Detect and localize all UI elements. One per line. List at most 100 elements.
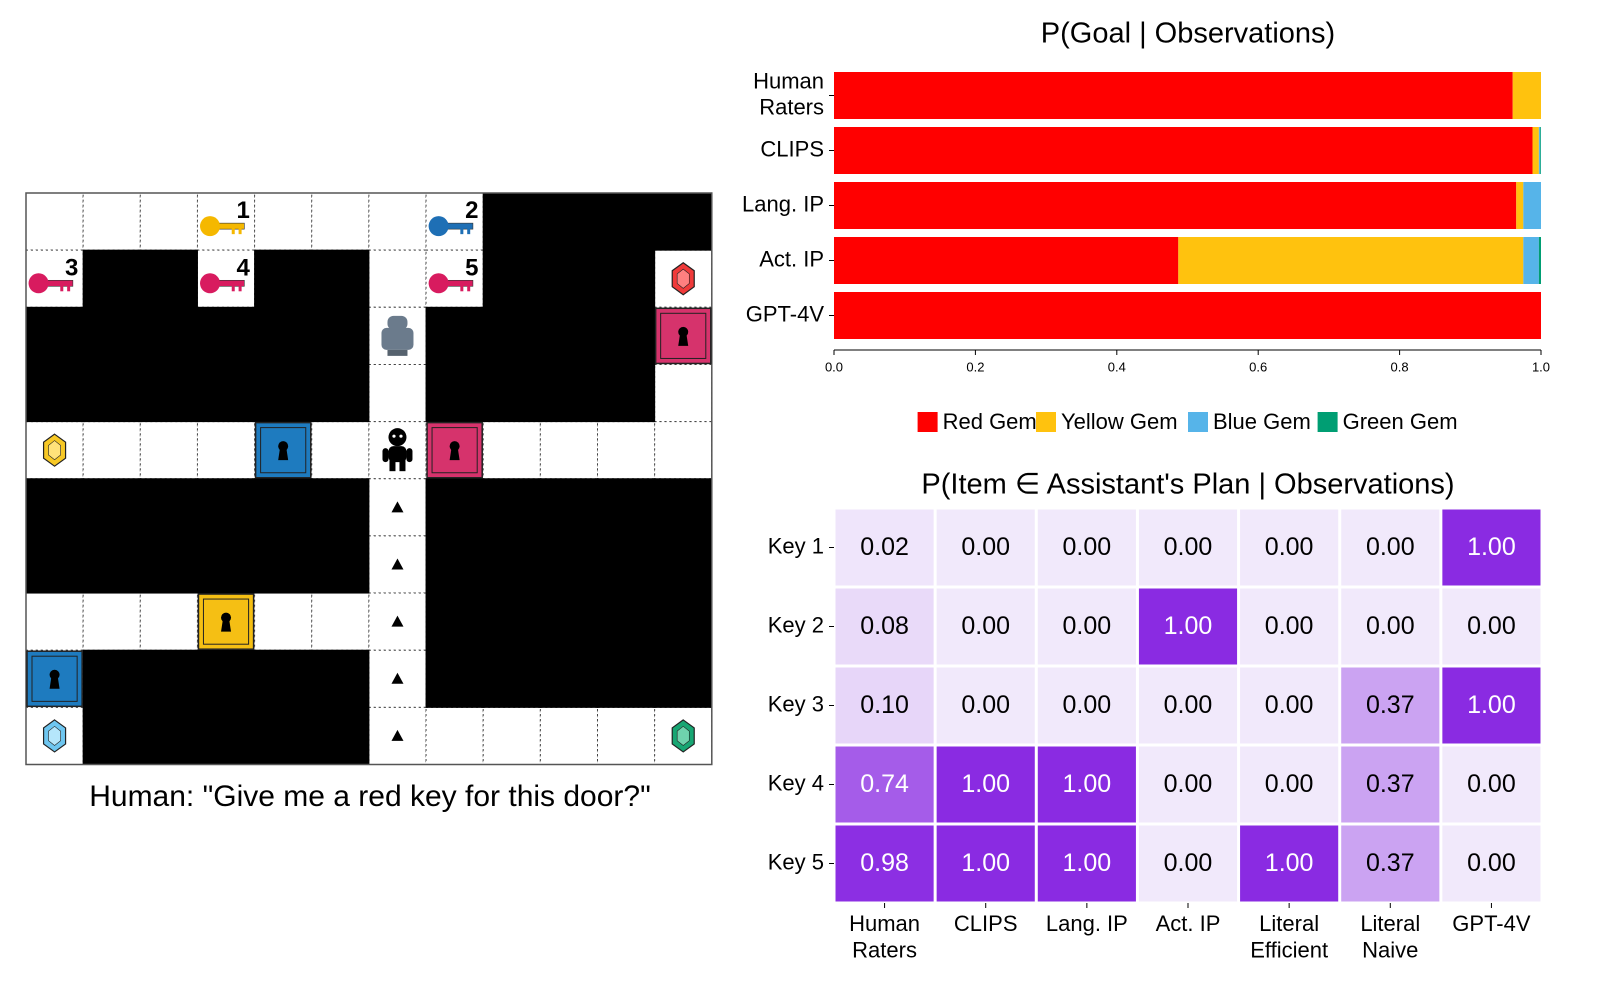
key-head	[200, 216, 221, 237]
heatmap-cell	[1037, 667, 1136, 744]
wall-cell	[139, 363, 198, 423]
door-inner	[31, 655, 78, 702]
wall-cell	[311, 249, 370, 308]
key-tooth	[238, 228, 242, 235]
wall-cell	[82, 706, 141, 765]
heatmap-cell	[1442, 667, 1541, 744]
legend-swatch	[1188, 412, 1208, 432]
cell-label: 0.37	[1366, 849, 1415, 877]
heatmap-cell	[1442, 746, 1541, 823]
key-number: 4	[236, 254, 250, 281]
wall-cell	[539, 306, 598, 365]
legend-label: Yellow Gem	[1061, 409, 1178, 434]
bar-segment	[834, 182, 1517, 229]
key-tooth	[60, 285, 64, 292]
cell-label: 1.00	[1164, 612, 1213, 640]
wall-cell	[597, 592, 656, 651]
cell-label: 0.00	[1265, 533, 1314, 561]
cell-label: 0.02	[860, 533, 909, 561]
wall-cell	[654, 535, 713, 594]
wall-cell	[539, 249, 598, 308]
door-inner	[660, 312, 707, 359]
keyhole	[678, 332, 689, 346]
wall-cell	[482, 249, 541, 308]
legend-label: Blue Gem	[1213, 409, 1311, 434]
key-head	[428, 273, 449, 294]
cell-label: 0.00	[1164, 691, 1213, 719]
heatmap-cell	[835, 825, 934, 902]
human-arm	[382, 448, 389, 463]
keyhole	[221, 618, 232, 632]
x-tick-label: 0.0	[825, 359, 843, 374]
x-tick-label: Literal Efficient	[1250, 911, 1328, 962]
wall-cell	[597, 478, 656, 537]
wall-cell	[25, 306, 84, 365]
heatmap-cell	[1037, 588, 1136, 665]
floor-cell	[196, 421, 256, 480]
heatmap-cell	[1240, 746, 1339, 823]
wall-cell	[196, 535, 256, 594]
key-head	[28, 273, 49, 294]
heatmap-cell	[1138, 509, 1238, 586]
wall-cell	[597, 649, 656, 708]
door-inner	[260, 427, 307, 474]
floor-cell	[654, 363, 713, 423]
floor-cell	[139, 592, 198, 651]
cell-label: 0.00	[1467, 849, 1516, 877]
heatmap-cell	[1138, 667, 1238, 744]
wall-cell	[482, 649, 541, 708]
bar-segment	[1516, 182, 1524, 229]
wall-cell	[82, 535, 141, 594]
heatmap-cell	[835, 509, 934, 586]
cell-label: 1.00	[1063, 770, 1112, 798]
wall-cell	[25, 363, 84, 423]
wall-cell	[254, 535, 313, 594]
wall-cell	[654, 192, 713, 251]
wall-cell	[25, 478, 84, 537]
y-tick-label: Key 1	[768, 533, 824, 558]
bar-segment	[1538, 237, 1541, 284]
wall-cell	[82, 249, 141, 308]
wall-cell	[311, 706, 370, 765]
cell-label: 0.00	[1265, 612, 1314, 640]
floor-cell	[539, 706, 598, 765]
floor-cell	[254, 592, 313, 651]
floor-cell	[82, 421, 141, 480]
cell-label: 0.00	[961, 691, 1010, 719]
wall-cell	[654, 649, 713, 708]
wall-cell	[254, 249, 313, 308]
key-tooth	[231, 228, 235, 235]
wall-cell	[482, 592, 541, 651]
wall-cell	[311, 306, 370, 365]
floor-cell	[25, 192, 84, 251]
floor-cell	[654, 421, 713, 480]
cell-label: 0.00	[1063, 612, 1112, 640]
heatmap-cell	[1138, 825, 1238, 902]
legend-swatch	[917, 412, 938, 432]
key-tooth	[67, 285, 71, 292]
bar-segment	[834, 127, 1533, 174]
y-tick-label: CLIPS	[760, 136, 824, 161]
wall-cell	[139, 249, 198, 308]
key-tooth	[238, 285, 242, 292]
key-number: 1	[236, 197, 249, 224]
floor-cell	[254, 192, 313, 251]
key-head	[428, 216, 449, 237]
wall-cell	[139, 649, 198, 708]
y-tick-label: Act. IP	[759, 246, 824, 271]
wall-cell	[311, 535, 370, 594]
chart-title: P(Item ∈ Assistant's Plan | Observations…	[921, 469, 1454, 501]
legend-label: Red Gem	[943, 409, 1037, 434]
wall-cell	[597, 535, 656, 594]
path-arrow	[391, 729, 404, 741]
human-body	[388, 446, 407, 463]
wall-cell	[139, 306, 198, 365]
wall-cell	[196, 363, 256, 423]
bar-segment	[834, 292, 1541, 339]
bar-segment	[1512, 72, 1541, 119]
wall-cell	[425, 592, 484, 651]
cell-label: 1.00	[961, 849, 1010, 877]
bar-segment	[1178, 237, 1524, 284]
wall-cell	[539, 649, 598, 708]
